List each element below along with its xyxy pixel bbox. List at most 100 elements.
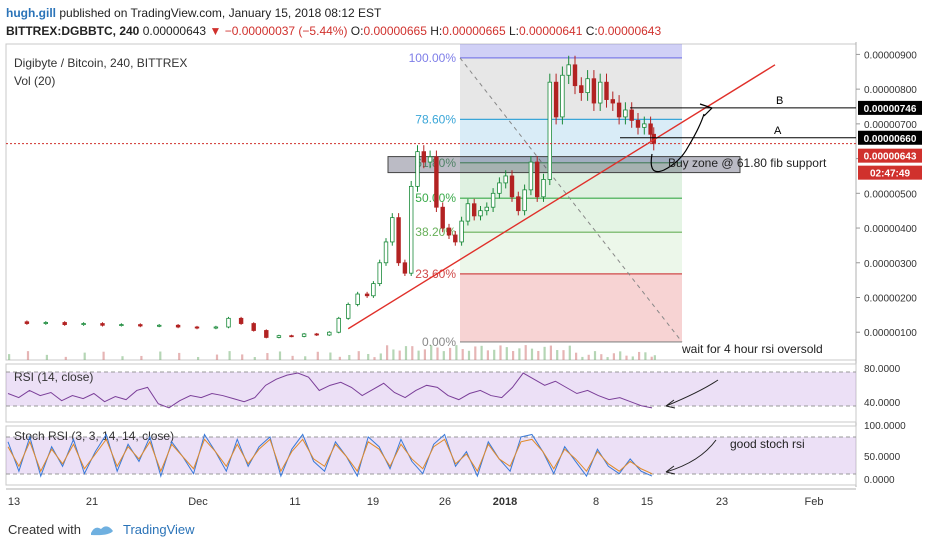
candle bbox=[377, 262, 382, 285]
chart-header: hugh.gill published on TradingView.com, … bbox=[6, 4, 661, 40]
candle bbox=[314, 333, 319, 336]
volume-bar bbox=[467, 350, 471, 360]
candle bbox=[497, 182, 502, 194]
volume-bar bbox=[449, 347, 452, 360]
volume-bar bbox=[45, 354, 48, 360]
candle bbox=[402, 262, 408, 274]
volume-bar bbox=[83, 352, 86, 360]
candle bbox=[453, 234, 458, 243]
candle bbox=[421, 151, 426, 163]
price-change: −0.00000037 (−5.44%) bbox=[224, 24, 348, 38]
candle bbox=[541, 179, 546, 198]
volume-bar bbox=[379, 353, 382, 360]
volume-bar bbox=[8, 354, 11, 360]
rsi-label: RSI (14, close) bbox=[14, 370, 93, 384]
volume-bar bbox=[316, 351, 319, 360]
rsi-pane-border bbox=[5, 363, 857, 423]
candle bbox=[642, 123, 647, 128]
x-tick-label: 15 bbox=[641, 496, 653, 508]
volume-bar bbox=[650, 356, 653, 360]
x-tick-label: 13 bbox=[8, 496, 20, 508]
volume-bar bbox=[404, 346, 408, 360]
x-tick-label: 26 bbox=[439, 496, 451, 508]
x-tick-label: 23 bbox=[716, 496, 728, 508]
candle bbox=[503, 175, 508, 184]
candle bbox=[24, 321, 30, 324]
y-tick-label: 0.00000900 bbox=[864, 50, 917, 61]
stoch-tick: 0.0000 bbox=[864, 475, 895, 486]
rsi-oversold-note: wait for 4 hour rsi oversold bbox=[681, 342, 823, 356]
candle bbox=[560, 74, 565, 118]
volume-bar bbox=[436, 347, 439, 360]
candle bbox=[459, 220, 464, 243]
volume-bar bbox=[121, 356, 124, 360]
volume-bar bbox=[291, 355, 294, 360]
rsi-tick: 40.0000 bbox=[864, 398, 901, 409]
x-tick-label: Dec bbox=[188, 496, 208, 508]
candle bbox=[396, 217, 401, 264]
level-label: B bbox=[776, 95, 783, 107]
footer: Created with TradingView bbox=[8, 522, 195, 537]
volume-bar bbox=[159, 351, 162, 360]
candle bbox=[238, 317, 244, 324]
x-tick-label: 2018 bbox=[493, 496, 517, 508]
volume-bar bbox=[392, 349, 395, 360]
volume-bar bbox=[606, 357, 609, 360]
candle bbox=[408, 185, 414, 274]
buy-zone-note: Buy zone @ 61.80 fib support bbox=[668, 156, 827, 170]
y-tick-label: 0.00000200 bbox=[864, 293, 917, 304]
volume-bar bbox=[568, 345, 571, 360]
ohlc-h-label: H: bbox=[430, 24, 443, 38]
price-tag-label: 0.00000746 bbox=[864, 104, 917, 115]
volume-bar bbox=[338, 356, 341, 360]
tradingview-brand-link[interactable]: TradingView bbox=[122, 522, 195, 537]
volume-bar bbox=[304, 356, 307, 360]
candle bbox=[572, 64, 578, 87]
projection-path bbox=[650, 113, 705, 173]
volume-bar bbox=[587, 354, 590, 360]
volume-bar bbox=[197, 356, 200, 360]
rsi-line bbox=[7, 372, 653, 409]
volume-bar bbox=[543, 346, 546, 360]
level-label: A bbox=[774, 125, 782, 137]
volume-bar bbox=[442, 351, 445, 360]
price-tag bbox=[858, 165, 922, 180]
candle bbox=[62, 322, 67, 325]
candle bbox=[345, 304, 351, 319]
candle bbox=[175, 324, 181, 328]
price-tag bbox=[858, 100, 922, 115]
candle bbox=[623, 109, 628, 118]
stoch-d-line bbox=[7, 438, 653, 475]
candle bbox=[100, 323, 105, 326]
price-tag bbox=[858, 148, 922, 163]
publisher-name[interactable]: hugh.gill bbox=[6, 6, 56, 20]
ohlc-open: 0.00000665 bbox=[363, 24, 427, 38]
volume-bar bbox=[524, 345, 527, 360]
chart-canvas[interactable]: 0.000009000.000008000.000007000.00000600… bbox=[0, 42, 932, 512]
candle bbox=[629, 109, 634, 121]
volume-bar bbox=[367, 353, 370, 360]
candle bbox=[465, 203, 471, 222]
ohlc-c-label: C: bbox=[585, 24, 598, 38]
volume-bar bbox=[241, 354, 244, 360]
candle bbox=[251, 323, 256, 331]
volume-bar bbox=[417, 350, 420, 360]
x-tick-label: 19 bbox=[367, 496, 379, 508]
ohlc-l-label: L: bbox=[508, 24, 519, 38]
candle bbox=[156, 324, 162, 327]
volume-bar bbox=[253, 357, 256, 360]
tradingview-logo-icon bbox=[90, 525, 113, 535]
volume-bar bbox=[593, 351, 597, 360]
volume-bar bbox=[644, 352, 647, 360]
candle bbox=[364, 293, 370, 297]
candle bbox=[355, 293, 360, 305]
y-tick-label: 0.00000100 bbox=[864, 328, 917, 339]
volume-label: Vol (20) bbox=[14, 74, 55, 88]
volume-bar bbox=[64, 356, 67, 360]
candle bbox=[371, 283, 376, 297]
candle bbox=[138, 324, 143, 327]
volume-bar bbox=[228, 351, 231, 360]
candle bbox=[616, 102, 622, 118]
stoch-arrow bbox=[665, 439, 717, 473]
volume-bar bbox=[357, 351, 360, 360]
